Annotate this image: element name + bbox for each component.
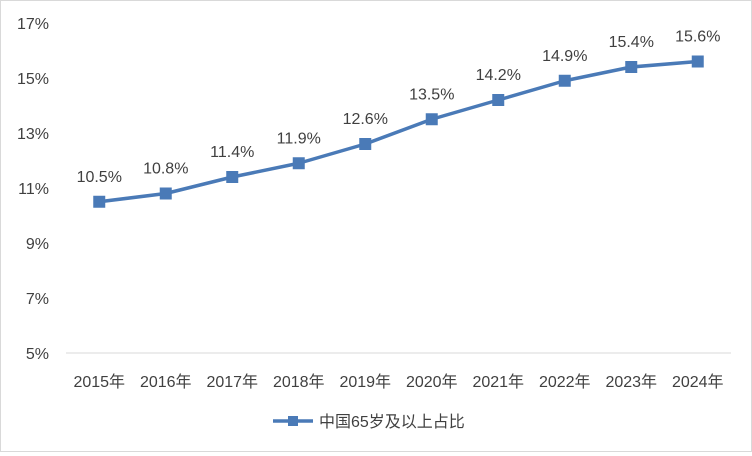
data-point-marker [93, 195, 106, 208]
data-label: 10.5% [77, 169, 122, 186]
data-point-marker [226, 171, 239, 183]
data-labels: 10.5% 10.8% 11.4% 11.9% 12.6% 13.5% 14.2% 14.9%… [77, 29, 721, 186]
x-tick-label: 2016年 [140, 373, 192, 391]
x-tick-label: 2022年 [539, 373, 591, 391]
y-tick-label: 17% [17, 16, 49, 33]
data-point-marker [292, 157, 305, 170]
y-tick-label: 7% [26, 291, 49, 308]
legend-label: 中国65岁及以上占比 [319, 413, 465, 431]
series-line [97, 59, 700, 204]
data-point-marker [359, 138, 372, 150]
data-label: 13.5% [409, 86, 454, 103]
legend: 中国65岁及以上占比 [273, 413, 465, 431]
x-axis-tick-labels: 2015年 2016年 2017年 2018年 2019年 2020年 2021年 2022年… [73, 373, 723, 391]
data-point-marker [558, 74, 571, 87]
x-tick-label: 2017年 [206, 373, 258, 391]
data-label: 12.6% [343, 111, 388, 128]
data-point-marker [492, 94, 505, 106]
series-markers [93, 55, 704, 208]
y-tick-label: 9% [26, 236, 49, 253]
x-tick-label: 2015年 [73, 373, 125, 391]
data-label: 11.4% [210, 144, 254, 161]
x-tick-label: 2024年 [672, 373, 724, 391]
data-label: 15.6% [675, 29, 720, 46]
y-tick-label: 13% [17, 126, 49, 143]
data-label: 10.8% [143, 161, 188, 178]
x-tick-label: 2019年 [339, 373, 391, 391]
y-tick-label: 11% [18, 181, 49, 198]
data-point-marker [425, 113, 438, 126]
data-label: 11.9% [277, 130, 321, 147]
legend-marker-swatch [288, 416, 298, 426]
data-label: 15.4% [609, 34, 654, 51]
y-tick-label: 5% [26, 346, 49, 363]
y-axis-tick-labels: 5% 7% 9% 11% 13% 15% 17% [17, 16, 49, 363]
x-tick-label: 2018年 [273, 373, 325, 391]
x-tick-label: 2023年 [605, 373, 657, 391]
data-point-marker [625, 61, 638, 73]
data-point-marker [159, 187, 172, 200]
x-tick-label: 2020年 [406, 373, 458, 391]
data-label: 14.2% [476, 67, 521, 84]
x-tick-label: 2021年 [472, 373, 524, 391]
y-tick-label: 15% [17, 71, 49, 88]
data-point-marker [691, 55, 704, 68]
data-label: 14.9% [542, 48, 587, 65]
